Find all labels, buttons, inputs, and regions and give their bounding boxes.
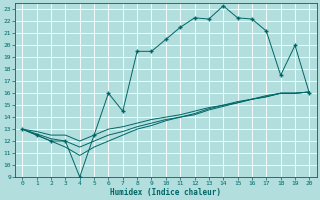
X-axis label: Humidex (Indice chaleur): Humidex (Indice chaleur) — [110, 188, 221, 197]
